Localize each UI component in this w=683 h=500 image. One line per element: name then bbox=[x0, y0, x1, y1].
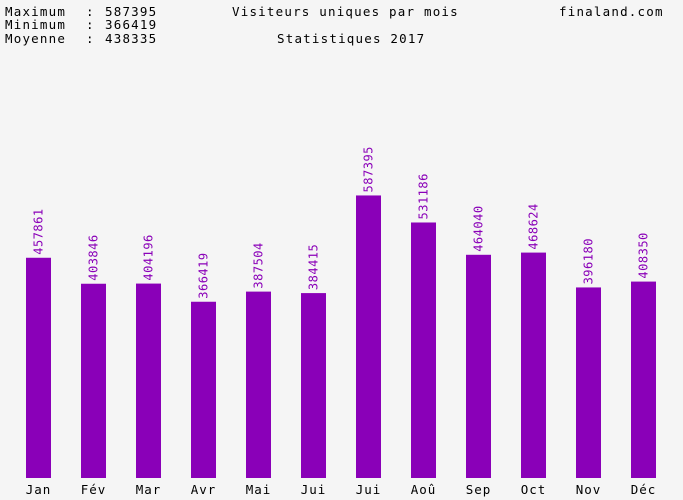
x-tick-label-6: Jui bbox=[301, 482, 327, 497]
minimum-label: Minimum bbox=[5, 17, 66, 32]
x-axis-labels: Jan Fév Mar Avr Mai Jui Jui Aoû Sep Oct Nov Déc bbox=[26, 482, 657, 497]
bar-8 bbox=[411, 222, 436, 478]
maximum-colon: : bbox=[86, 4, 95, 19]
value-label-3: 404196 bbox=[142, 234, 156, 280]
x-tick-label-10: Oct bbox=[521, 482, 547, 497]
average-colon: : bbox=[86, 31, 95, 46]
x-tick-label-5: Mai bbox=[246, 482, 272, 497]
bar-1 bbox=[26, 257, 51, 478]
bar-7 bbox=[356, 195, 381, 478]
value-label-12: 408350 bbox=[637, 232, 651, 278]
bar-2 bbox=[81, 283, 106, 478]
maximum-value: 587395 bbox=[105, 4, 157, 19]
value-label-5: 387504 bbox=[252, 242, 266, 288]
value-label-11: 396180 bbox=[582, 238, 596, 284]
bar-6 bbox=[301, 293, 326, 478]
average-value: 438335 bbox=[105, 31, 157, 46]
x-tick-label-12: Déc bbox=[631, 482, 657, 497]
value-label-1: 457861 bbox=[32, 208, 46, 254]
value-label-10: 468624 bbox=[527, 203, 541, 249]
value-label-2: 403846 bbox=[87, 234, 101, 280]
bar-series bbox=[26, 195, 656, 478]
minimum-colon: : bbox=[86, 17, 95, 32]
chart-subtitle: Statistiques 2017 bbox=[277, 31, 425, 46]
average-label: Moyenne bbox=[5, 31, 66, 46]
x-tick-label-4: Avr bbox=[191, 482, 217, 497]
bar-4 bbox=[191, 301, 216, 478]
bar-3 bbox=[136, 283, 161, 478]
x-tick-label-11: Nov bbox=[576, 482, 602, 497]
bar-11 bbox=[576, 287, 601, 478]
value-label-8: 531186 bbox=[417, 173, 431, 219]
site-name: finaland.com bbox=[559, 4, 664, 19]
maximum-label: Maximum bbox=[5, 4, 66, 19]
value-labels: 457861 403846 404196 366419 387504 384415 5873… bbox=[32, 146, 651, 299]
bar-10 bbox=[521, 252, 546, 478]
value-label-7: 587395 bbox=[362, 146, 376, 192]
x-tick-label-1: Jan bbox=[26, 482, 52, 497]
chart-header: Maximum : 587395 Minimum : 366419 Moyenn… bbox=[5, 4, 664, 46]
value-label-6: 384415 bbox=[307, 244, 321, 290]
x-tick-label-7: Jui bbox=[356, 482, 382, 497]
x-tick-label-9: Sep bbox=[466, 482, 492, 497]
bar-12 bbox=[631, 281, 656, 478]
value-label-9: 464040 bbox=[472, 205, 486, 251]
value-label-4: 366419 bbox=[197, 252, 211, 298]
bar-9 bbox=[466, 254, 491, 478]
bar-5 bbox=[246, 291, 271, 478]
chart-title: Visiteurs uniques par mois bbox=[232, 4, 459, 19]
minimum-value: 366419 bbox=[105, 17, 157, 32]
x-tick-label-8: Aoû bbox=[411, 482, 437, 497]
x-tick-label-3: Mar bbox=[136, 482, 162, 497]
x-tick-label-2: Fév bbox=[81, 482, 107, 497]
